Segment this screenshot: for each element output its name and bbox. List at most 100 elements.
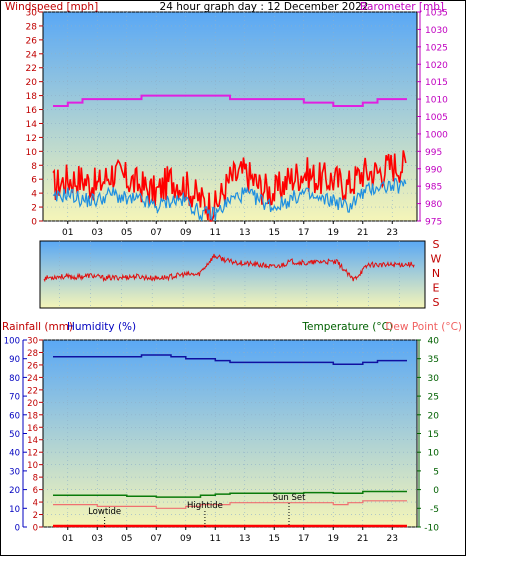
- hour-tick: 17: [298, 534, 309, 544]
- windspeed-tick: 24: [26, 50, 38, 60]
- humidity-tick: 50: [9, 430, 20, 440]
- humidity-tick: 60: [9, 411, 20, 421]
- humidity-tick: 30: [9, 467, 20, 477]
- temperature-tick: -5: [430, 505, 439, 515]
- humidity-tick: 70: [9, 393, 20, 403]
- windspeed-tick: 28: [26, 22, 38, 32]
- humidity-tick: 40: [9, 449, 20, 459]
- temperature-tick: 40: [428, 337, 440, 347]
- barometer-tick: 1025: [425, 43, 448, 53]
- hour-tick: 01: [62, 228, 73, 238]
- hour-tick: 23: [387, 228, 398, 238]
- hour-tick: 03: [92, 228, 103, 238]
- windspeed-tick: 6: [31, 176, 37, 186]
- hour-tick: 15: [269, 534, 280, 544]
- humidity-tick: 10: [9, 505, 20, 515]
- barometer-tick: 1035: [425, 9, 448, 19]
- bottom-panel: Rainfall (mm) Humidity (%) Temperature (…: [2, 321, 462, 544]
- humidity-tick: 80: [9, 374, 20, 384]
- barometer-tick: 1000: [425, 130, 448, 140]
- hour-tick: 19: [328, 228, 340, 238]
- graph-title: 24 hour graph day : 12 December 2022: [160, 1, 369, 13]
- humidity-tick: 100: [4, 337, 20, 347]
- hour-tick: 19: [328, 534, 340, 544]
- barometer-tick: 1010: [425, 96, 448, 106]
- annotation-label: Hightide: [187, 501, 223, 511]
- temperature-tick: 25: [428, 393, 439, 403]
- barometer-tick-labels: 975 980 985 990 995 1000 1005 1010 1015 1020 1025 1…: [417, 9, 448, 228]
- windspeed-tick: 16: [26, 106, 38, 116]
- windspeed-tick: 10: [26, 148, 38, 158]
- rainfall-tick: 16: [27, 424, 38, 434]
- wind-gust-line: [52, 150, 407, 222]
- hour-tick: 03: [92, 534, 103, 544]
- windspeed-tick: 26: [26, 36, 38, 46]
- hour-tick: 09: [180, 228, 192, 238]
- humidity-tick: 90: [9, 355, 20, 365]
- hour-tick: 21: [357, 228, 368, 238]
- temperature-tick-labels: -10 -5 0 5 10 15 20 25 30 35 40: [417, 337, 439, 534]
- barometer-axis-title: Barometer [mb]: [360, 1, 444, 13]
- hour-tick: 13: [239, 228, 250, 238]
- windspeed-axis-title: Windspeed [mph]: [5, 1, 98, 13]
- temperature-tick: 5: [433, 467, 439, 477]
- windspeed-tick: 14: [26, 120, 38, 130]
- wind-grid: [43, 11, 417, 222]
- wind-average-line: [52, 178, 407, 222]
- barometer-tick: 980: [425, 200, 442, 210]
- temperature-tick: 0: [433, 486, 439, 496]
- compass-label: S: [433, 238, 440, 251]
- barometer-tick: 990: [425, 165, 442, 175]
- barometer-tick: 975: [425, 218, 442, 228]
- rainfall-axis-title: Rainfall (mm): [2, 321, 73, 333]
- temperature-tick: -10: [424, 524, 439, 534]
- hour-tick: 01: [62, 534, 73, 544]
- hour-tick: 23: [387, 534, 398, 544]
- barometer-line: [53, 94, 407, 107]
- annotation-label: Sun Set: [273, 493, 306, 503]
- compass-label: W: [431, 253, 442, 266]
- compass-label: S: [433, 296, 440, 309]
- temperature-line: [53, 490, 407, 498]
- rainfall-tick: 10: [27, 461, 38, 471]
- windspeed-tick: 0: [31, 218, 37, 228]
- hour-tick: 15: [269, 228, 280, 238]
- hour-tick: 05: [121, 534, 132, 544]
- windspeed-tick: 22: [26, 64, 37, 74]
- humidity-tick: 0: [15, 524, 20, 534]
- windspeed-tick: 20: [26, 78, 38, 88]
- rainfall-tick: 30: [27, 337, 38, 347]
- temperature-tick: 10: [428, 449, 440, 459]
- direction-plot-area: [39, 240, 426, 309]
- hour-tick: 11: [210, 534, 221, 544]
- hour-tick: 11: [210, 228, 221, 238]
- windspeed-tick: 30: [26, 9, 38, 19]
- barometer-tick: 1020: [425, 61, 448, 71]
- top-panel: Windspeed [mph] 24 hour graph day : 12 D…: [5, 1, 448, 238]
- rainfall-tick: 0: [33, 524, 38, 534]
- hour-tick-labels-top: 01 03 05 07 09 11 13 15 17 19 21 23: [62, 221, 398, 238]
- hour-tick-labels-bottom: 01 03 05 07 09 11 13 15 17 19 21 23: [62, 527, 398, 544]
- compass-label: E: [433, 282, 440, 295]
- windspeed-tick: 4: [31, 190, 37, 200]
- rainfall-tick: 2: [33, 511, 38, 521]
- barometer-tick: 985: [425, 183, 442, 193]
- hour-tick: 09: [180, 534, 192, 544]
- rainfall-tick: 28: [27, 349, 38, 359]
- rainfall-tick: 4: [33, 499, 38, 509]
- humidity-axis-title: Humidity (%): [67, 321, 136, 333]
- humidity-tick-labels: 0 10 20 30 40 50 60 70 80 90 100: [4, 337, 27, 534]
- humidity-line: [53, 354, 407, 366]
- dewpoint-line: [53, 500, 407, 509]
- temperature-tick: 20: [428, 411, 440, 421]
- barometer-tick: 995: [425, 148, 442, 158]
- hour-tick: 13: [239, 534, 250, 544]
- climate-plot-area: [42, 339, 418, 528]
- barometer-tick: 1005: [425, 113, 448, 123]
- windspeed-tick: 18: [26, 92, 38, 102]
- hour-tick: 07: [151, 534, 162, 544]
